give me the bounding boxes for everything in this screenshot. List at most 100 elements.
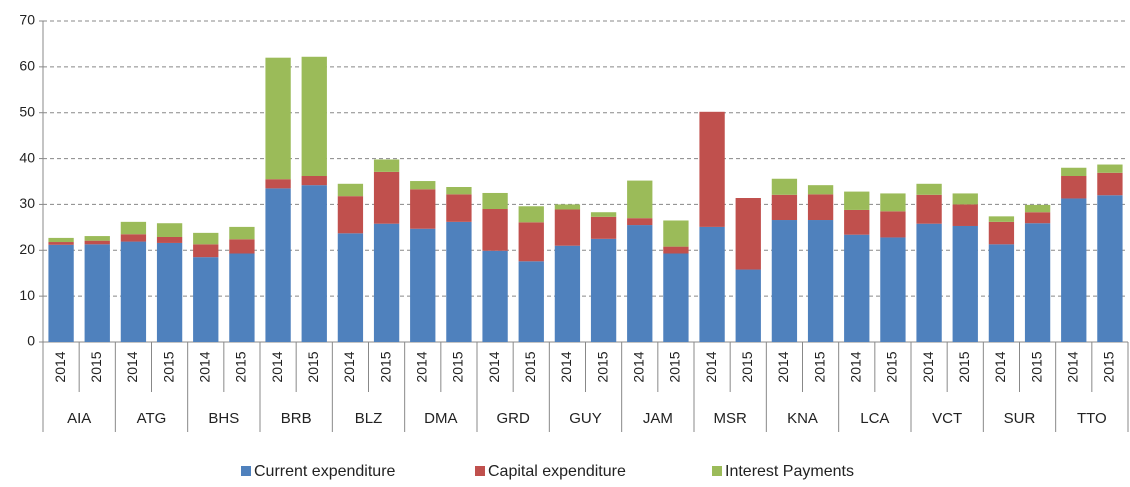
bar-segment (84, 236, 110, 241)
x-tick-label: 2015 (884, 351, 900, 382)
bar-segment (988, 216, 1015, 222)
x-tick-label: 2015 (522, 351, 538, 382)
x-tick-label: 2014 (775, 351, 791, 382)
bar-segment (1061, 175, 1087, 199)
bar-segment (988, 244, 1015, 342)
y-tick-label: 20 (19, 241, 35, 257)
bar-segment (301, 185, 327, 342)
y-tick-label: 60 (19, 58, 35, 74)
bar-segment (48, 244, 74, 342)
bar-segment (446, 187, 472, 195)
x-tick-label: 2014 (341, 351, 357, 382)
bar-segment (735, 198, 761, 270)
x-tick-label: 2014 (413, 351, 429, 382)
x-tick-label: 2015 (811, 351, 827, 382)
bar-segment (699, 226, 725, 342)
x-tick-label: 2015 (667, 351, 683, 382)
bar-segment (663, 253, 689, 342)
group-label: GRD (496, 410, 530, 427)
bar-segment (265, 57, 291, 180)
x-tick-label: 2015 (160, 351, 176, 382)
x-tick-label: 2015 (594, 351, 610, 382)
legend-swatch (712, 466, 722, 476)
group-label: BLZ (355, 410, 383, 427)
bar-segment (844, 234, 870, 342)
legend-swatch (241, 466, 251, 476)
bar-segment (373, 171, 400, 224)
x-tick-label: 2014 (486, 351, 502, 382)
bar-segment (518, 261, 544, 342)
bar-segment (952, 225, 978, 342)
bar-segment (554, 245, 581, 342)
bar-segment (337, 196, 364, 234)
x-tick-label: 2015 (305, 351, 321, 382)
bar-segment (120, 221, 147, 235)
bar-segment (844, 209, 870, 235)
bar-segment (337, 233, 364, 342)
group-label: BRB (281, 410, 312, 427)
bar-segment (735, 269, 761, 342)
bar-segment (807, 185, 834, 195)
y-tick-label: 30 (19, 195, 35, 211)
x-tick-label: 2015 (739, 351, 755, 382)
bar-segment (627, 218, 653, 226)
x-tick-label: 2014 (52, 351, 68, 382)
x-tick-label: 2015 (377, 351, 393, 382)
group-label: TTO (1077, 410, 1107, 427)
bar-segment (627, 180, 653, 219)
group-label: SUR (1004, 410, 1036, 427)
bar-segment (229, 253, 255, 342)
bar-segment (916, 183, 942, 195)
group-label: DMA (424, 410, 457, 427)
bar-segment (590, 216, 617, 239)
bar-segment (120, 241, 147, 342)
bar-segment (229, 239, 255, 254)
bar-segment (554, 204, 581, 210)
group-label: MSR (713, 410, 747, 427)
bar-segment (518, 222, 544, 262)
bar-segment (48, 237, 74, 243)
bar-segment (120, 234, 147, 242)
bar-segment (807, 194, 834, 221)
bar-segment (301, 56, 327, 176)
bar-segment (410, 228, 436, 342)
bar-segment (1097, 164, 1123, 173)
x-tick-label: 2014 (269, 351, 285, 382)
x-tick-label: 2014 (558, 351, 574, 382)
bar-segment (663, 220, 689, 247)
bar-segment (771, 194, 798, 221)
group-label: GUY (569, 410, 602, 427)
group-label: BHS (208, 410, 239, 427)
group-label: JAM (643, 410, 673, 427)
x-tick-label: 2015 (1028, 351, 1044, 382)
group-label: KNA (787, 410, 818, 427)
x-tick-label: 2014 (1064, 351, 1080, 382)
bar-segment (229, 226, 255, 240)
bar-segment (482, 250, 508, 342)
bar-segment (880, 193, 906, 212)
bar-segment (554, 209, 581, 246)
bar-segment (590, 238, 617, 342)
bar-segment (916, 194, 942, 224)
bar-segment (880, 237, 906, 342)
bar-segment (807, 220, 834, 342)
x-tick-label: 2014 (630, 351, 646, 382)
bar-segment (84, 244, 110, 342)
bar-segment (373, 159, 400, 172)
legend-swatch (475, 466, 485, 476)
bar-segment (663, 246, 689, 254)
bar-segment (1061, 167, 1087, 176)
x-tick-label: 2015 (1101, 351, 1117, 382)
x-tick-label: 2015 (233, 351, 249, 382)
bar-segment (193, 232, 219, 245)
bar-segment (771, 220, 798, 342)
bar-segment (952, 204, 978, 226)
y-tick-label: 50 (19, 103, 35, 119)
group-label: ATG (137, 410, 167, 427)
bar-segment (1061, 198, 1087, 342)
bar-segment (156, 236, 183, 243)
y-tick-label: 0 (27, 333, 35, 349)
bar-segment (301, 175, 327, 186)
x-tick-label: 2014 (703, 351, 719, 382)
bar-segment (156, 223, 183, 237)
